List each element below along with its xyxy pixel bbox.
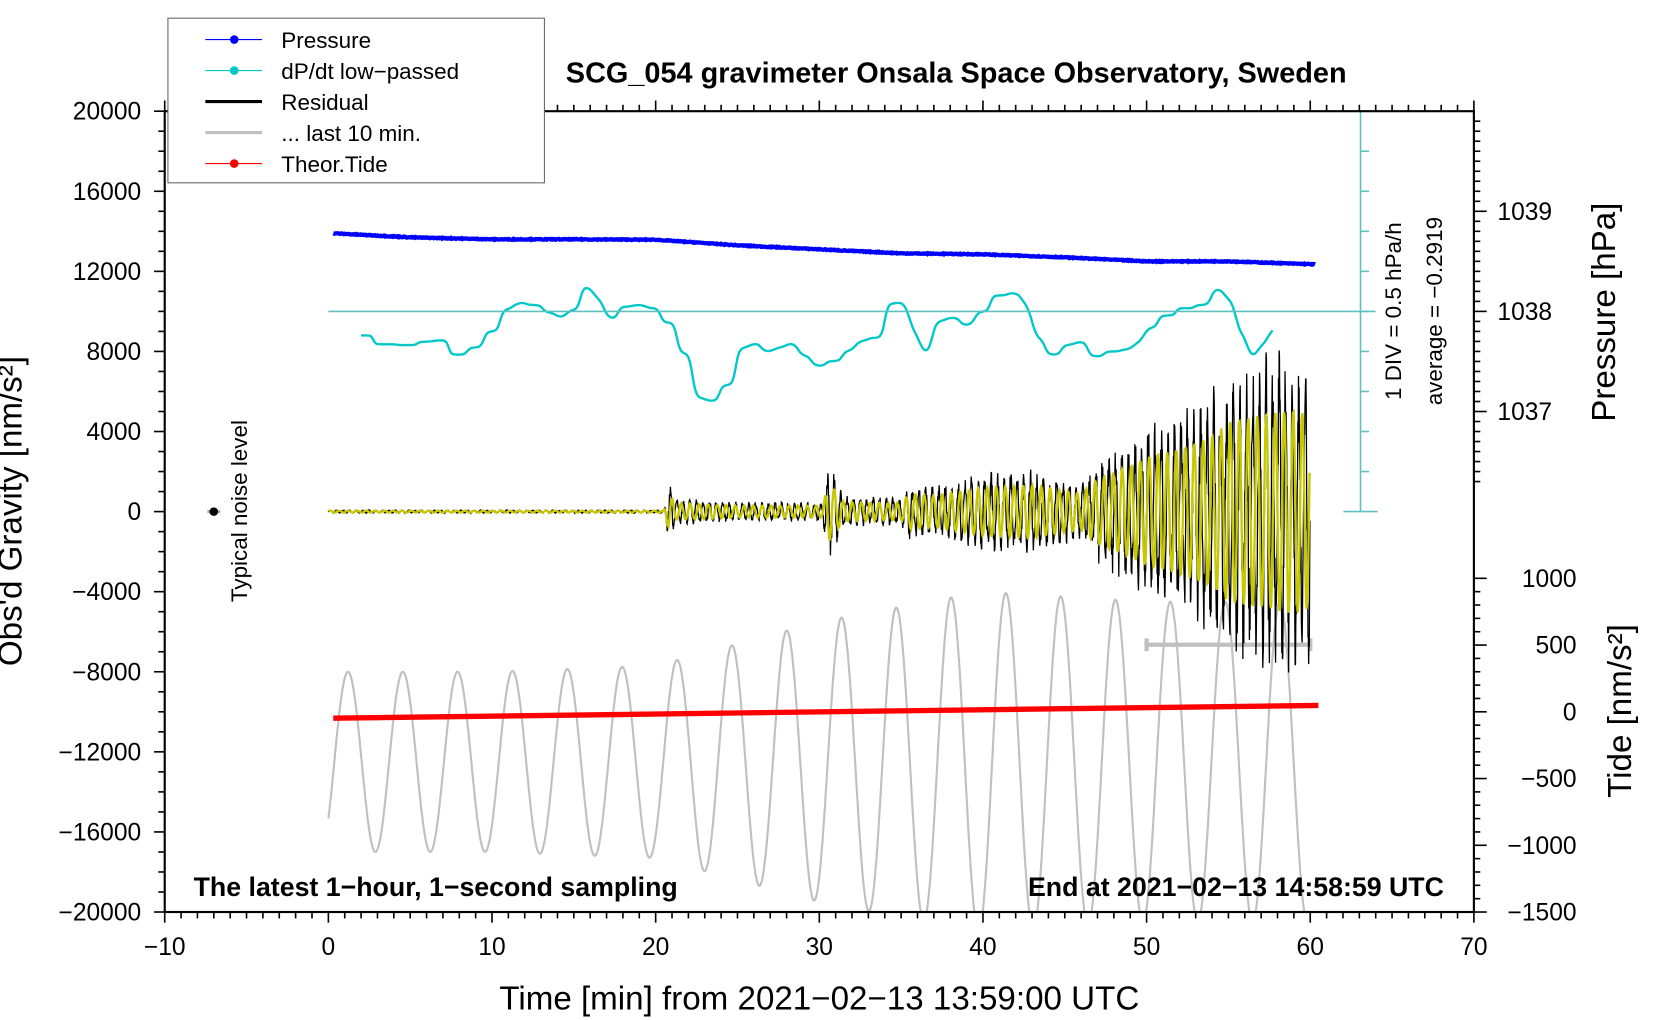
tide-tick-label: 500 <box>1536 633 1577 660</box>
y-tick-label: 16000 <box>73 179 141 206</box>
y-axis-label-tide: Tide [nm/s²] <box>1602 624 1639 798</box>
legend-label: ... last 10 min. <box>281 121 421 146</box>
x-tick-label: 10 <box>478 934 505 961</box>
footer-right-note: End at 2021−02−13 14:58:59 UTC <box>1028 872 1444 902</box>
x-tick-label: 50 <box>1133 934 1160 961</box>
tide-tick-label: 0 <box>1563 699 1577 726</box>
legend-label: dP/dt low−passed <box>281 59 459 84</box>
legend-label: Pressure <box>281 28 371 53</box>
y-tick-label: −8000 <box>72 659 141 686</box>
noise-level-marker <box>209 507 219 516</box>
y-tick-label: −4000 <box>72 579 141 606</box>
y-tick-label: −20000 <box>58 900 141 927</box>
tide-tick-label: −1000 <box>1508 833 1577 860</box>
legend-marker <box>229 66 239 75</box>
pressure-tick-label: 1039 <box>1497 199 1552 226</box>
legend-label: Residual <box>281 90 368 115</box>
chart-title: SCG_054 gravimeter Onsala Space Observat… <box>566 57 1347 89</box>
y-tick-label: 4000 <box>86 419 141 446</box>
x-tick-label: 60 <box>1297 934 1324 961</box>
footer-left-note: The latest 1−hour, 1−second sampling <box>194 872 678 902</box>
y-tick-label: 0 <box>128 499 142 526</box>
legend-marker <box>229 159 239 168</box>
axes: −10 0 10 20 30 40 50 60 70 20000 16000 12000 8000 400… <box>58 99 1576 961</box>
pressure-line <box>332 231 1316 267</box>
dpdt-scale-label: 1 DIV = 0.5 hPa/h <box>1381 222 1406 400</box>
legend-marker <box>229 35 239 44</box>
x-axis-label: Time [min] from 2021−02−13 13:59:00 UTC <box>499 980 1139 1017</box>
dpdt-average-label: average = −0.2919 <box>1422 217 1447 405</box>
x-tick-label: 20 <box>642 934 669 961</box>
plot-marks <box>327 231 1319 913</box>
y-axis-label-pressure: Pressure [hPa] <box>1586 203 1623 422</box>
y-tick-label: 12000 <box>73 259 141 286</box>
tide-line <box>333 702 1319 721</box>
y-tick-label: 8000 <box>86 339 141 366</box>
tide-tick-label: 1000 <box>1522 566 1577 593</box>
x-tick-label: 70 <box>1460 934 1487 961</box>
x-tick-label: 40 <box>969 934 996 961</box>
residual-filtered-line <box>327 408 1311 613</box>
y-tick-label: −16000 <box>58 819 141 846</box>
pressure-tick-label: 1037 <box>1497 399 1552 426</box>
pressure-tick-label: 1038 <box>1497 299 1552 326</box>
y-axis-label-left: Obs'd Gravity [nm/s²] <box>0 356 29 666</box>
legend: Pressure dP/dt low−passed Residual ... last… <box>167 17 545 184</box>
x-tick-label: 0 <box>322 934 336 961</box>
dpdt-line <box>361 286 1274 402</box>
tide-tick-label: −500 <box>1521 766 1576 793</box>
x-tick-label: −10 <box>144 934 186 961</box>
y-tick-label: 20000 <box>73 99 141 126</box>
tide-tick-label: −1500 <box>1508 900 1577 927</box>
legend-label: Theor.Tide <box>281 152 387 177</box>
noise-level-label: Typical noise level <box>227 420 252 602</box>
last-10-min-line <box>327 591 1306 913</box>
x-tick-label: 30 <box>806 934 833 961</box>
y-tick-label: −12000 <box>58 739 141 766</box>
